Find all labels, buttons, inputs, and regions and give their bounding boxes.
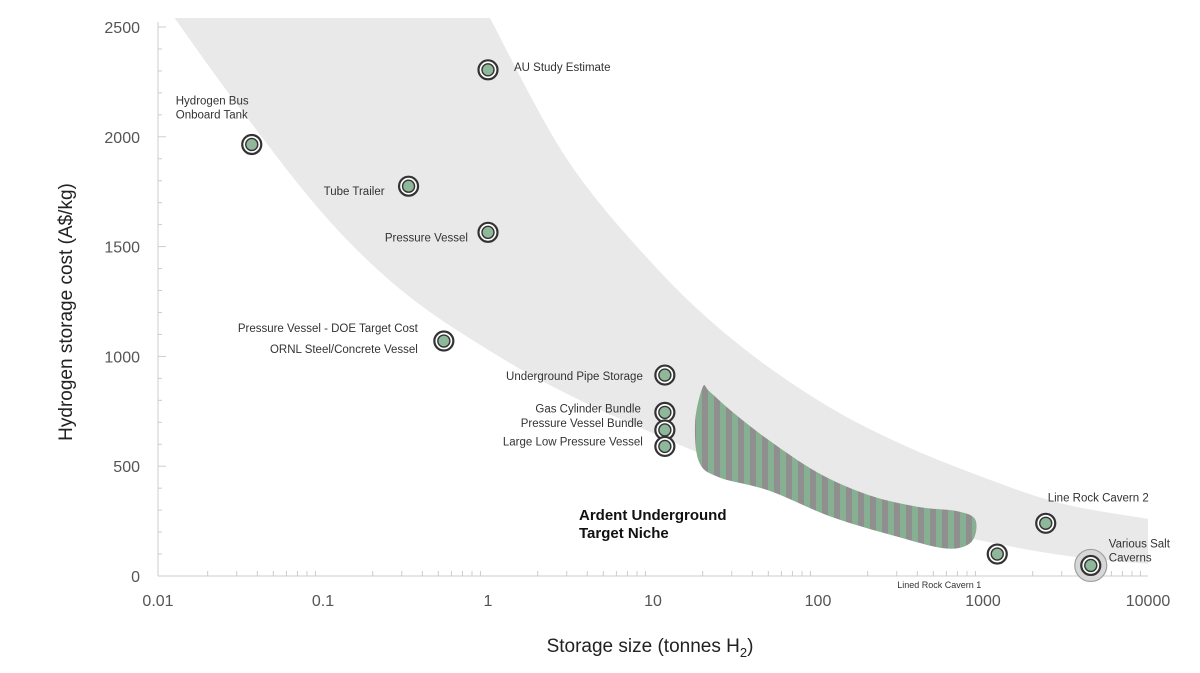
point-label: Various Salt Caverns (1109, 538, 1171, 564)
data-point (401, 179, 416, 193)
x-tick-label: 1 (484, 593, 493, 610)
y-tick-label: 2500 (104, 20, 140, 37)
point-label: Pressure Vessel Bundle (521, 418, 643, 430)
point-labels: Hydrogen Bus Onboard Tank AU Study Estimat… (176, 62, 1171, 590)
data-point (437, 334, 451, 348)
x-tick-label: 100 (805, 593, 832, 610)
data-point (658, 405, 672, 420)
point-label: Lined Rock Cavern 1 (897, 580, 981, 590)
target-niche-region (694, 385, 977, 549)
data-point (481, 225, 495, 240)
point-label: Gas Cylinder Bundle (535, 403, 640, 415)
x-tick-label: 1000 (965, 593, 1001, 610)
tick-labels: 0.01 0.1 1 10 100 1000 10000 0 500 1000 1500 2000 25… (104, 20, 1170, 610)
data-point (658, 439, 672, 454)
point-label: Tube Trailer (324, 186, 385, 198)
point-label: Underground Pipe Storage (506, 371, 643, 383)
x-axis-title: Storage size (tonnes H2) (547, 636, 754, 660)
data-points (241, 59, 1108, 583)
data-point (658, 423, 672, 437)
trend-band (174, 18, 1148, 564)
point-label: Pressure Vessel - DOE Target Cost ORNL St… (238, 323, 419, 356)
point-label: Hydrogen Bus Onboard Tank (176, 95, 249, 121)
target-niche-label: Ardent Underground Target Niche (579, 507, 727, 542)
point-label: Line Rock Cavern 2 (1048, 492, 1149, 504)
axes (157, 22, 1148, 577)
data-point (990, 547, 1004, 561)
point-label: AU Study Estimate (514, 62, 611, 74)
y-tick-label: 0 (131, 569, 140, 586)
data-point (481, 63, 495, 77)
data-point (1084, 558, 1098, 573)
y-tick-label: 1500 (104, 240, 140, 257)
x-tick-label: 0.01 (142, 593, 173, 610)
data-point (1039, 516, 1053, 530)
plot-area (174, 18, 1148, 564)
point-label: Pressure Vessel (385, 232, 468, 244)
data-point (245, 137, 259, 152)
y-axis-title: Hydrogen storage cost (A$/kg) (56, 183, 77, 441)
y-tick-label: 2000 (104, 130, 140, 147)
point-label: Large Low Pressure Vessel (503, 436, 643, 448)
x-tick-label: 0.1 (312, 593, 334, 610)
x-tick-label: 10 (644, 593, 662, 610)
data-point (658, 368, 672, 382)
y-tick-label: 1000 (104, 349, 140, 366)
y-tick-label: 500 (113, 459, 140, 476)
x-tick-label: 10000 (1126, 593, 1171, 610)
